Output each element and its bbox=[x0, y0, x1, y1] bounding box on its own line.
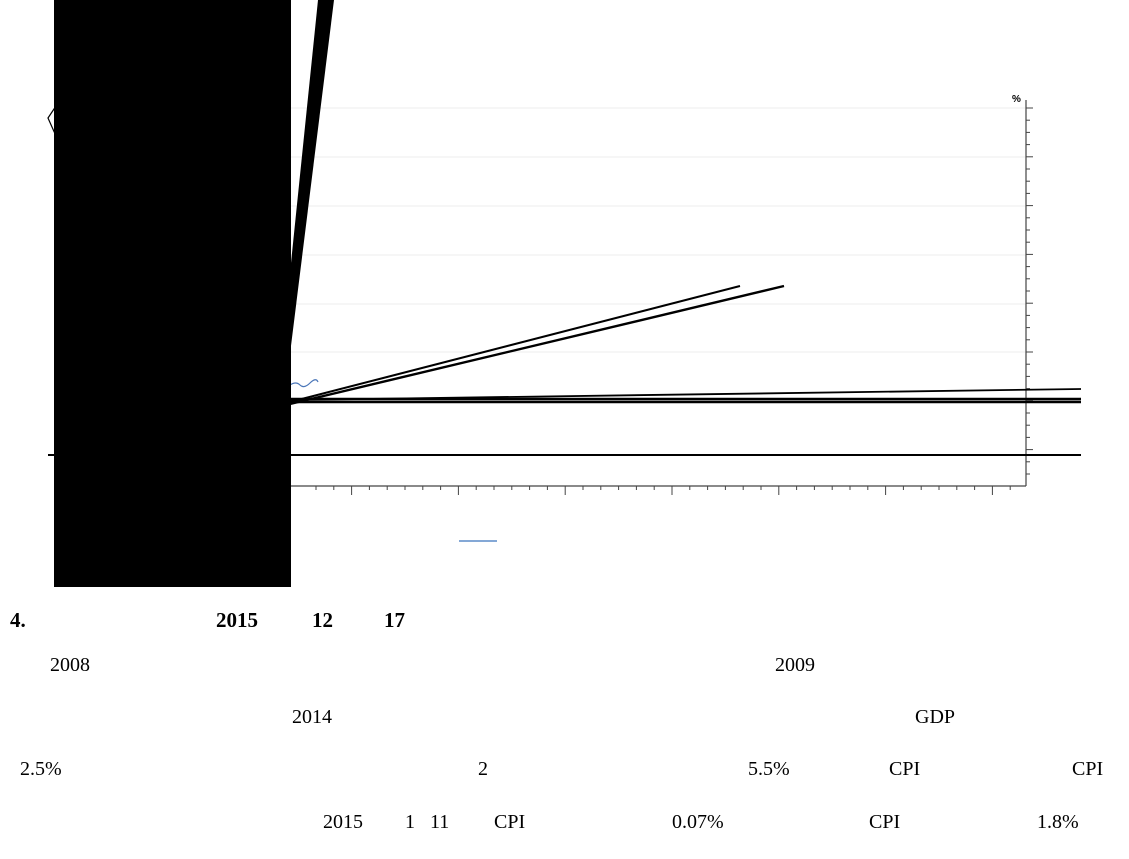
line3-value-b: 2 bbox=[478, 758, 488, 780]
grid-lines bbox=[290, 107, 1026, 353]
line1-year-2008: 2008 bbox=[50, 654, 90, 676]
line4-cpi-2: CPI bbox=[869, 811, 901, 833]
line3-value-c: 5.5% bbox=[748, 758, 790, 780]
section-day: 17 bbox=[384, 608, 405, 632]
y-axis-unit: % bbox=[1012, 94, 1021, 105]
redaction-block bbox=[54, 0, 291, 587]
line4-value-a: 0.07% bbox=[672, 811, 724, 833]
diagonal-line-1 bbox=[289, 285, 741, 403]
y-axis-ticks bbox=[1026, 107, 1033, 475]
line3-cpi-2: CPI bbox=[1072, 758, 1104, 780]
line1-year-2009: 2009 bbox=[775, 654, 815, 676]
x-axis-ticks bbox=[315, 486, 1011, 495]
line4-value-b: 1.8% bbox=[1037, 811, 1079, 833]
diagonal-line-2 bbox=[289, 284, 785, 406]
chart-figure: % bbox=[47, 0, 1082, 587]
line3-value-a: 2.5% bbox=[20, 758, 62, 780]
line4-year: 2015 bbox=[323, 811, 363, 833]
line3-cpi-1: CPI bbox=[889, 758, 921, 780]
blue-squiggle bbox=[289, 379, 319, 388]
line4-month-end: 11 bbox=[430, 811, 450, 833]
section-month: 12 bbox=[312, 608, 333, 632]
diagonal-stroke bbox=[280, 0, 334, 370]
section-number: 4. bbox=[10, 608, 26, 632]
line2-gdp: GDP bbox=[915, 706, 956, 728]
line4-cpi-1: CPI bbox=[494, 811, 526, 833]
section-year: 2015 bbox=[216, 608, 258, 632]
line4-month-start: 1 bbox=[405, 811, 415, 833]
line2-year-2014: 2014 bbox=[292, 706, 332, 728]
chart-svg bbox=[47, 0, 1082, 587]
